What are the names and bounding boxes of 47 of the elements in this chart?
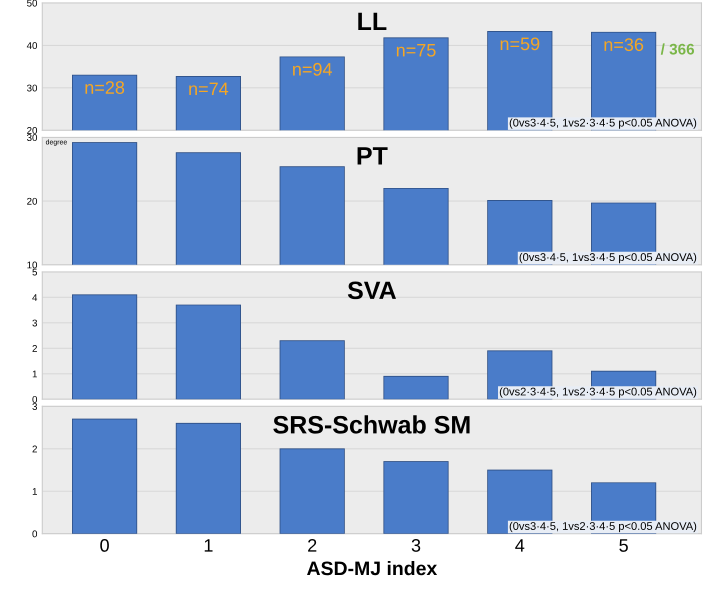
annotation: (0vs3·4·5, 1vs3·4·5 p<0.05 ANOVA) [520, 252, 696, 264]
y-tick-label: 2 [32, 345, 37, 352]
bar [383, 376, 449, 400]
x-tick-label: 5 [619, 539, 628, 552]
bar [176, 422, 241, 534]
annotation: n=36 [604, 38, 644, 52]
y-tick-label: 3 [32, 320, 38, 326]
y-tick-label: 40 [26, 42, 38, 50]
annotation: (0vs2·3·4·5, 1vs2·3·4·5 p<0.05 ANOVA) [500, 387, 696, 398]
annotation: / 366 [660, 43, 694, 55]
bar [280, 340, 345, 400]
chart-title: SRS-Schwab SM [273, 415, 470, 434]
bar [72, 294, 138, 400]
bar [383, 461, 449, 534]
y-tick-label: 20 [27, 127, 38, 134]
chart-title: SVA [348, 281, 396, 300]
x-tick-label: 0 [100, 539, 109, 552]
y-tick-label: 30 [26, 84, 38, 92]
annotation: n=59 [500, 37, 540, 50]
bar [280, 448, 345, 534]
y-tick-label: 30 [26, 134, 38, 142]
annotation: (0vs3·4·5, 1vs2·3·4·5 p<0.05 ANOVA) [510, 522, 696, 532]
y-tick-label: 5 [32, 268, 38, 276]
x-tick-label: 4 [515, 539, 524, 552]
x-tick-label: 2 [308, 539, 316, 552]
y-tick-label: 10 [27, 262, 38, 268]
annotation: n=94 [293, 62, 332, 76]
y-tick-label: 0 [32, 396, 38, 403]
y-tick-label: 50 [27, 0, 38, 7]
bar [176, 304, 241, 400]
y-tick-label: 1 [32, 370, 37, 378]
annotation: n=75 [396, 44, 436, 57]
y-tick-label: 3 [32, 403, 38, 410]
chart-title: PT [358, 147, 388, 164]
y-tick-label: 20 [27, 198, 38, 205]
annotation: n=74 [189, 82, 228, 96]
x-axis-title: ASD-MJ index [307, 560, 438, 576]
y-tick-label: 4 [32, 294, 38, 301]
x-tick-label: 1 [204, 539, 213, 552]
annotation: (0vs3·4·5, 1vs2·3·4·5 p<0.05 ANOVA) [510, 118, 696, 129]
y-tick-label: 0 [32, 530, 38, 538]
y-tick-label: 2 [32, 446, 37, 452]
x-tick-label: 3 [412, 539, 420, 552]
chart-title: LL [358, 12, 386, 30]
y-tick-label: 1 [32, 488, 37, 495]
annotation: n=28 [85, 81, 124, 94]
bar [72, 418, 138, 534]
